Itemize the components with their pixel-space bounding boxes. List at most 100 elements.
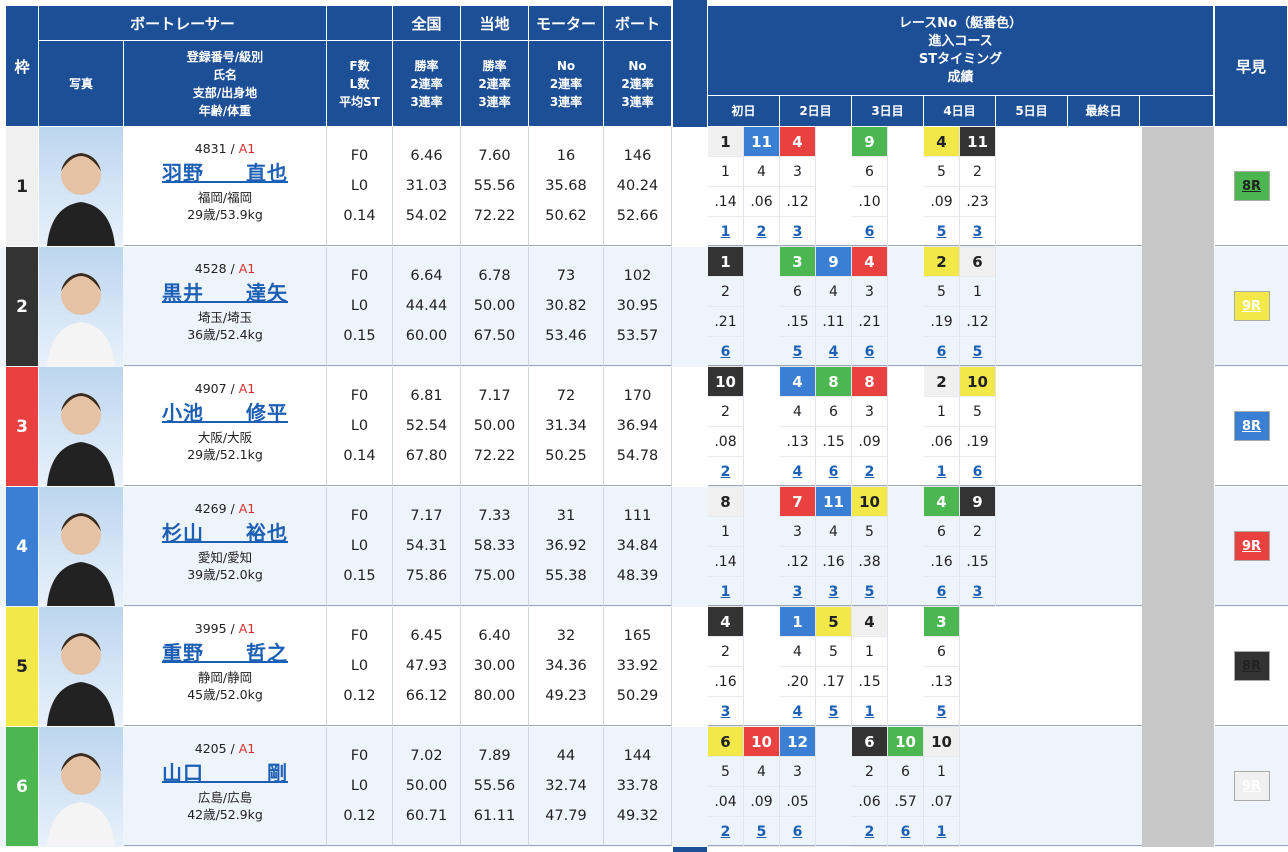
fl-value: L0 [350,178,369,194]
result-link[interactable]: 6 [924,337,960,367]
result-link[interactable]: 1 [924,817,960,847]
course: 3 [780,157,816,187]
result-link[interactable]: 6 [852,337,888,367]
fl-value: L0 [350,298,369,314]
st-timing: .07 [924,787,960,817]
result-link[interactable]: 1 [852,697,888,727]
st-timing: .12 [960,307,996,337]
loc-value: 55.56 [473,178,516,194]
result-link[interactable]: 6 [780,817,816,847]
result-link[interactable]: 3 [780,217,816,247]
mot-stats: 44 32.74 47.79 [529,727,604,846]
result-link[interactable]: 2 [708,457,744,487]
course: 5 [708,757,744,787]
fl-value: L0 [350,658,369,674]
st-timing: .19 [960,427,996,457]
fl-value: F0 [350,508,369,524]
course: 2 [960,517,996,547]
result-link[interactable]: 5 [744,817,780,847]
result-link[interactable]: 4 [816,337,852,367]
result-link[interactable]: 6 [852,217,888,247]
fl-stats: F0 L0 0.14 [327,127,393,246]
nat-stats: 6.81 52.54 67.80 [393,367,461,486]
age-weight: 45歳/52.0kg [187,687,263,702]
nat-stats: 6.64 44.44 60.00 [393,247,461,366]
result-link[interactable]: 5 [780,337,816,367]
nat-value: 44.44 [405,298,448,314]
boa-value: 146 [623,148,652,164]
result-link[interactable]: 1 [708,217,744,247]
racer-name-link[interactable]: 羽野 直也 [162,161,288,185]
result-link[interactable]: 5 [960,337,996,367]
result-link[interactable]: 3 [780,577,816,607]
racer-name-link[interactable]: 重野 哲之 [162,641,288,665]
race-number: 7 [780,487,816,517]
motor-header: モーター [529,6,604,41]
result-link[interactable]: 6 [960,457,996,487]
result-link[interactable]: 6 [888,817,924,847]
result-link[interactable]: 5 [924,697,960,727]
result-link[interactable]: 6 [816,457,852,487]
hayami-link[interactable]: 9R [1233,291,1270,321]
race-info-header: レースNo（艇番色） 進入コース STタイミング 成績 [708,6,1214,96]
hayami-link[interactable]: 9R [1233,531,1270,561]
waku-number: 4 [6,487,38,606]
result-link[interactable]: 2 [744,217,780,247]
mot-value: 36.92 [545,538,587,554]
st-timing: .05 [780,787,816,817]
race-number: 6 [852,727,888,757]
result-link[interactable]: 3 [708,697,744,727]
result-link[interactable]: 5 [924,217,960,247]
boa-value: 54.78 [616,448,659,464]
nat-value: 6.81 [410,388,443,404]
nat-stats: 6.46 31.03 54.02 [393,127,461,246]
result-link[interactable]: 2 [852,817,888,847]
course: 4 [780,637,816,667]
result-link[interactable]: 5 [816,697,852,727]
nat-value: 6.64 [410,268,443,284]
racer-info: 3995 / A1 重野 哲之 静岡/静岡 45歳/52.0kg [124,607,327,726]
mot-value: 34.36 [545,658,587,674]
final-day-empty [1142,727,1214,847]
racer-name-link[interactable]: 山口 剛 [162,761,288,785]
race-number: 11 [816,487,852,517]
boa-value: 33.78 [616,778,659,794]
racer-name-link[interactable]: 杉山 裕也 [162,521,288,545]
result-link[interactable]: 1 [708,577,744,607]
hayami-link[interactable]: 8R [1233,651,1270,681]
result-link[interactable]: 4 [780,457,816,487]
fl-header: F数 L数 平均ST [327,41,393,127]
result-link[interactable]: 6 [708,337,744,367]
mot-value: 50.25 [545,448,587,464]
result-link[interactable]: 3 [960,577,996,607]
race-number: 10 [744,727,780,757]
st-timing: .21 [852,307,888,337]
hayami-cell: 8R [1215,127,1288,246]
hayami-link[interactable]: 8R [1233,171,1270,201]
hayami-link[interactable]: 8R [1233,411,1270,441]
result-link[interactable]: 6 [924,577,960,607]
racer-photo-icon [47,753,115,846]
course: 2 [960,157,996,187]
race-number: 4 [924,487,960,517]
result-link[interactable]: 1 [924,457,960,487]
result-link[interactable]: 4 [780,697,816,727]
racer-name-link[interactable]: 小池 修平 [162,401,288,425]
hayami-header: 早見 [1215,6,1288,127]
racer-row: 4 4269 / A1 杉山 裕也 愛知/愛知 39歳/52.0kg F0 L0 0.… [0,487,1288,607]
result-link[interactable]: 5 [852,577,888,607]
result-link[interactable]: 3 [816,577,852,607]
result-link[interactable]: 3 [960,217,996,247]
course: 1 [924,397,960,427]
hayami-link[interactable]: 9R [1233,771,1270,801]
nat-value: 6.45 [410,628,443,644]
course: 4 [744,157,780,187]
st-timing: .09 [924,187,960,217]
racer-name-link[interactable]: 黒井 達矢 [162,281,288,305]
result-link[interactable]: 2 [708,817,744,847]
nat-value: 47.93 [405,658,448,674]
result-link[interactable]: 2 [852,457,888,487]
loc-value: 67.50 [473,328,516,344]
race-number: 4 [708,607,744,637]
st-timing: .06 [744,187,780,217]
